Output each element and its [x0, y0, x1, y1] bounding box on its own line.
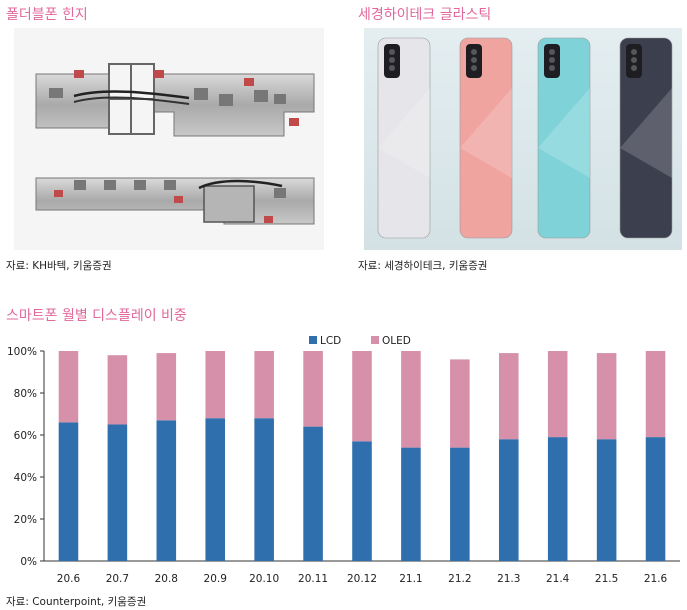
- legend-label-lcd: LCD: [320, 335, 341, 347]
- bar-lcd: [498, 439, 519, 561]
- x-tick-label: 20.8: [155, 573, 178, 585]
- bar-lcd: [58, 422, 79, 561]
- legend-swatch-oled: [371, 336, 379, 344]
- legend-label-oled: OLED: [382, 335, 411, 347]
- y-tick-label: 80%: [14, 388, 37, 400]
- hinge-source-note: 자료: KH바텍, 키움증권: [6, 260, 112, 272]
- phone-image: [459, 37, 513, 239]
- x-tick-label: 20.9: [204, 573, 227, 585]
- hinge-photo: [14, 28, 324, 250]
- x-tick-label: 21.2: [448, 573, 471, 585]
- bar-oled: [450, 359, 470, 448]
- bar-oled: [498, 353, 519, 440]
- x-tick-label: 21.1: [399, 573, 422, 585]
- bar-lcd: [303, 426, 323, 561]
- chart-source-note: 자료: Counterpoint, 키움증권: [6, 596, 147, 608]
- x-tick-label: 21.6: [644, 573, 668, 585]
- hinge-section-title: 폴더블폰 힌지: [6, 7, 88, 23]
- legend-swatch-lcd: [309, 336, 317, 344]
- bar-oled: [156, 353, 177, 421]
- bar-oled: [205, 351, 226, 419]
- chart-title: 스마트폰 월별 디스플레이 비중: [6, 308, 187, 324]
- hinge-upper-plate: [35, 63, 315, 137]
- x-tick-label: 20.11: [298, 573, 328, 585]
- bar-oled: [645, 351, 666, 438]
- bar-oled: [303, 351, 323, 427]
- x-tick-label: 20.10: [249, 573, 279, 585]
- hinge-lower-plate: [35, 177, 315, 225]
- display-share-chart: LCD OLED 0% 20% 40% 60% 80% 100% 20.6 20.7 20.8 20.…: [7, 335, 680, 585]
- bar-lcd: [401, 447, 421, 561]
- phone-image: [619, 37, 673, 239]
- bar-lcd: [547, 437, 568, 561]
- bar-oled: [547, 351, 568, 438]
- glass-photo: [364, 28, 682, 250]
- x-tick-label: 21.5: [595, 573, 618, 585]
- bar-lcd: [254, 418, 274, 561]
- phone-image: [377, 37, 431, 239]
- bar-oled: [254, 351, 274, 419]
- y-tick-label: 0%: [20, 556, 37, 568]
- bar-lcd: [107, 424, 128, 561]
- bar-lcd: [645, 437, 666, 561]
- x-tick-label: 21.3: [497, 573, 520, 585]
- bar-oled: [596, 353, 617, 440]
- y-tick-label: 60%: [14, 430, 37, 442]
- bar-lcd: [156, 420, 177, 561]
- x-tick-label: 20.7: [106, 573, 129, 585]
- x-tick-label: 20.12: [347, 573, 377, 585]
- bar-oled: [107, 355, 128, 425]
- x-tick-label: 20.6: [57, 573, 81, 585]
- bar-oled: [352, 351, 372, 442]
- y-tick-label: 20%: [14, 514, 37, 526]
- bar-oled: [58, 351, 79, 423]
- y-tick-label: 100%: [7, 346, 37, 358]
- bar-lcd: [450, 447, 470, 561]
- bar-lcd: [596, 439, 617, 561]
- y-tick-label: 40%: [14, 472, 37, 484]
- bar-oled: [401, 351, 421, 448]
- phone-image: [537, 37, 591, 239]
- x-tick-label: 21.4: [546, 573, 570, 585]
- bar-lcd: [352, 441, 372, 561]
- bar-lcd: [205, 418, 226, 561]
- glass-source-note: 자료: 세경하이테크, 키움증권: [358, 260, 488, 272]
- glass-section-title: 세경하이테크 글라스틱: [358, 7, 492, 23]
